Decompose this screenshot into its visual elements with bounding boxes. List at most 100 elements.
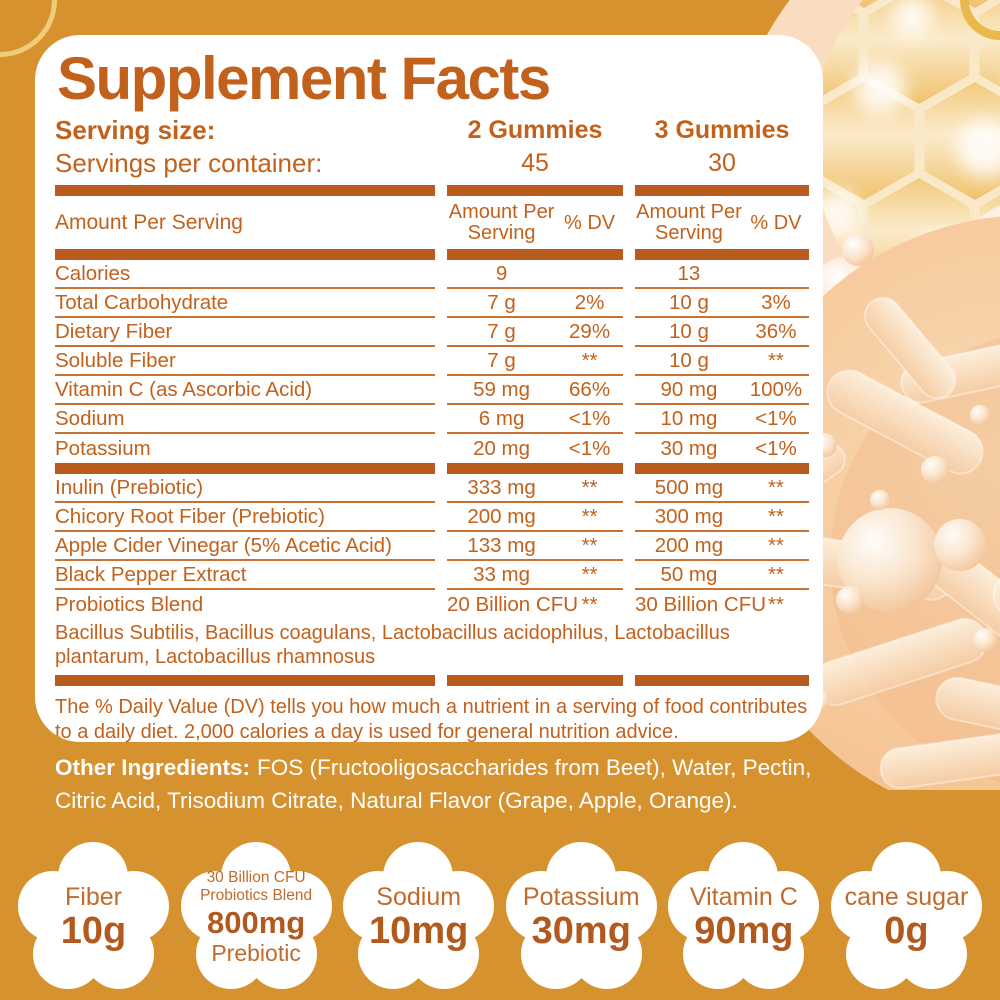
col2-header-group: Amount Per Serving % DV (635, 202, 809, 244)
amount-col1: 6 mg (478, 406, 525, 430)
table-row: Potassium 20 mg <1% 30 mg <1% (55, 434, 810, 463)
amount-col1: 7 g (487, 348, 516, 372)
amount-per-serving-header: Amount Per Serving (55, 211, 243, 234)
table-row: Black Pepper Extract 33 mg ** 50 mg ** (55, 561, 810, 590)
amount-col2: 10 g (668, 290, 709, 314)
flower-badge: Sodium 10mg (341, 841, 496, 994)
panel-title: Supplement Facts (57, 45, 551, 112)
dv-col2: <1% (755, 436, 797, 460)
amount-col1: 59 mg (473, 377, 531, 401)
serving-size-col2: 3 Gummies (654, 116, 790, 144)
divider-bar-row (55, 675, 810, 687)
dv-col2: ** (767, 592, 784, 616)
flower-center (532, 868, 631, 967)
badge-text: Vitamin C 90mg (666, 842, 821, 994)
amount-col1: 333 mg (467, 475, 536, 499)
dv-col2: 3% (761, 290, 791, 314)
amount-col1: 7 g (487, 319, 516, 343)
nutrient-label: Calories (55, 261, 131, 285)
badge-line: Sodium (376, 883, 462, 912)
col1-header-group: Amount Per Serving % DV (447, 202, 623, 244)
dv-col2: ** (767, 348, 784, 372)
table-row: Calories 9 13 (55, 260, 810, 289)
other-ingredients-text: FOS (Fructooligosaccharides from Beet), … (55, 755, 812, 813)
dv-col1: ** (581, 533, 598, 557)
badge-line: 800mg (206, 904, 306, 940)
badge-line: 30 Billion CFU (206, 868, 306, 886)
amount-col1: 20 mg (473, 436, 531, 460)
nutrient-label: Sodium (55, 406, 125, 430)
nutrient-label: Vitamin C (as Ascorbic Acid) (55, 377, 313, 401)
badge-line: Probiotics Blend (200, 887, 313, 905)
badge-text: 30 Billion CFU Probiotics Blend 800mg Prebi… (179, 842, 334, 994)
nutrient-label: Soluble Fiber (55, 348, 176, 372)
divider-bar-row (55, 185, 810, 196)
amount-col2: 500 mg (654, 475, 724, 499)
badge-line: Vitamin C (689, 883, 798, 912)
flower-badge: 30 Billion CFU Probiotics Blend 800mg Prebi… (179, 841, 334, 994)
dv-col1: 29% (569, 319, 611, 343)
nutrient-label: Apple Cider Vinegar (5% Acetic Acid) (55, 533, 392, 557)
servings-container-col1: 45 (521, 149, 549, 177)
dv-col2: <1% (755, 406, 797, 430)
dv-col2: ** (767, 504, 784, 528)
serving-size-col1: 2 Gummies (467, 116, 603, 144)
dv-col1: ** (581, 592, 598, 616)
table-row: Inulin (Prebiotic) 333 mg ** 500 mg ** (55, 474, 810, 503)
amount-col1: 200 mg (467, 504, 536, 528)
nutrients-section: Calories 9 13 Total Carbohydrate 7 g 2% 1… (55, 260, 810, 463)
badge-line: 10g (60, 909, 127, 952)
dv-col2: 100% (749, 377, 803, 401)
blend-section: Inulin (Prebiotic) 333 mg ** 500 mg ** Chi… (55, 474, 810, 619)
divider-bar-row (55, 249, 810, 260)
flower-center (370, 868, 469, 967)
dv-col2: 36% (755, 319, 797, 343)
daily-value-footnote: The % Daily Value (DV) tells you how muc… (55, 696, 808, 742)
servings-per-container-row: Servings per container: 45 30 (55, 147, 810, 180)
serving-size-label: Serving size: (55, 115, 216, 145)
flower-badge: Vitamin C 90mg (666, 841, 821, 994)
flower-badge: Potassium 30mg (504, 841, 659, 994)
probiotics-strains-note: Bacillus Subtilis, Bacillus coagulans, L… (55, 622, 730, 668)
amount-col2: 300 mg (654, 504, 724, 528)
dv-col1: 2% (574, 290, 605, 314)
table-row: Probiotics Blend 20 Billion CFU ** 30 Bil… (55, 590, 810, 619)
table-row: Total Carbohydrate 7 g 2% 10 g 3% (55, 289, 810, 318)
decoration-panel (730, 0, 1000, 790)
amount-col1: 133 mg (467, 533, 536, 557)
dv-col1: ** (581, 348, 598, 372)
amount-col2: 13 (677, 261, 701, 285)
amount-col2: 10 g (668, 348, 709, 372)
dv-col1: ** (581, 562, 598, 586)
badge-line: 30mg (531, 909, 631, 952)
amount-col2: 50 mg (660, 562, 718, 586)
amount-col2: 90 mg (660, 377, 718, 401)
flower-center (857, 868, 956, 967)
badge-line: 10mg (369, 909, 469, 952)
table-row: Vitamin C (as Ascorbic Acid) 59 mg 66% 90… (55, 376, 810, 405)
amount-col1: 7 g (487, 290, 516, 314)
badge-text: Potassium 30mg (504, 842, 659, 994)
amount-col2: 200 mg (654, 533, 724, 557)
divider-bar-row (55, 463, 810, 474)
dv-col1: ** (581, 504, 598, 528)
highlight-badges-row: Fiber 10g 30 Billion CFU Probiotics Blend 8… (16, 840, 984, 995)
flower-center (695, 868, 794, 967)
flower-center (207, 868, 306, 967)
table-header-row: Amount Per Serving Amount Per Serving % D… (55, 196, 810, 249)
table-row: Chicory Root Fiber (Prebiotic) 200 mg ** … (55, 503, 810, 532)
amount-col2: 10 mg (660, 406, 718, 430)
servings-container-col2: 30 (708, 149, 736, 177)
badge-text: Sodium 10mg (341, 842, 496, 994)
nutrient-label: Chicory Root Fiber (Prebiotic) (55, 504, 325, 528)
amount-col1: 20 Billion CFU (447, 592, 579, 616)
other-ingredients-label: Other Ingredients: (55, 755, 251, 780)
nutrient-label: Probiotics Blend (55, 592, 204, 616)
table-row: Soluble Fiber 7 g ** 10 g ** (55, 347, 810, 376)
badge-text: cane sugar 0g (829, 842, 984, 994)
table-row: Dietary Fiber 7 g 29% 10 g 36% (55, 318, 810, 347)
dv-col1: <1% (568, 436, 611, 460)
amount-col1: 9 (495, 261, 508, 285)
nutrient-label: Dietary Fiber (55, 319, 173, 343)
amount-col2: 30 Billion CFU (635, 592, 767, 616)
